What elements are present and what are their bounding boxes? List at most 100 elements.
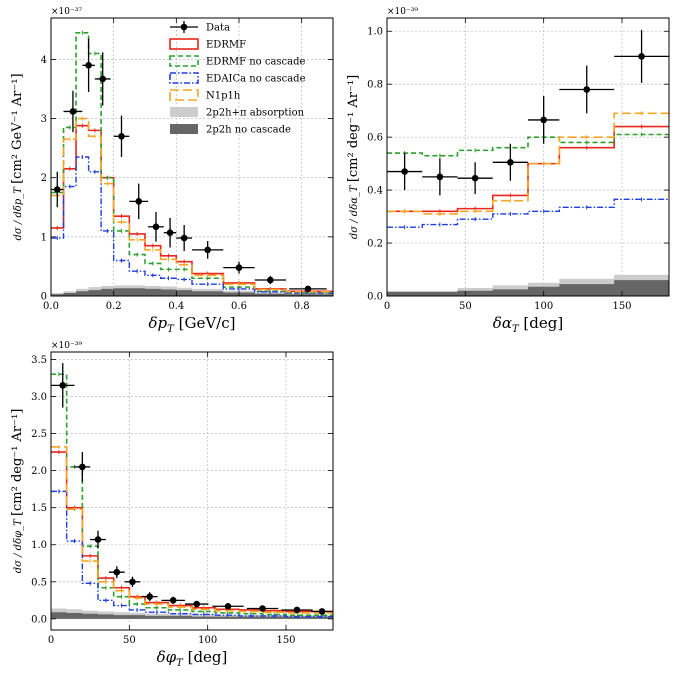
data-point [436, 173, 444, 181]
x-label-unit: [GeV/c] [174, 314, 236, 332]
x-tick-label: 50 [123, 635, 136, 646]
y-label-unit: [cm² deg⁻¹ Ar⁻¹] [10, 409, 25, 516]
legend-label: 2p2h no cascade [206, 125, 291, 136]
y-tick-label: 1.0 [31, 540, 47, 551]
data-point [267, 276, 274, 284]
series-n1p1h [51, 117, 333, 293]
y-tick-label: 1.0 [367, 27, 383, 38]
y-tick-label: 0.0 [367, 292, 383, 303]
x-label-sub: T [167, 324, 175, 335]
x-tick-label: 0 [48, 635, 54, 646]
data-point [85, 62, 92, 69]
panel-dphi: 0 50 100 150 0.0 0.5 1.0 1.5 2.0 2.5 3.0 3.5 ×10⁻³⁹ δ… [10, 341, 334, 669]
data-point [99, 75, 106, 83]
series-edrmf-no-cascade [51, 31, 333, 294]
legend-fill-swatch [170, 107, 198, 117]
y-tick-label: 3.5 [31, 355, 47, 366]
data-point [152, 223, 160, 231]
x-tick-label: 50 [459, 301, 472, 312]
data-point [471, 174, 479, 182]
y-tick-label: 4 [41, 55, 47, 66]
x-tick-label: 0.4 [168, 301, 184, 312]
series-edaica-no-cascade [387, 198, 669, 228]
y-label-frac: dσ / dδα_T [349, 182, 360, 239]
y-tick-label: 1.5 [31, 503, 47, 514]
x-label-main: δp [149, 314, 168, 332]
data-point [69, 108, 77, 115]
data-point [118, 132, 125, 140]
data-point [59, 382, 67, 389]
x-tick-label: 100 [534, 301, 553, 312]
axes-frame [50, 351, 334, 631]
data-point [129, 578, 136, 586]
data-point [94, 536, 102, 543]
y-tick-label: 3 [41, 114, 47, 125]
y-label-unit: [cm² deg⁻¹ Ar⁻¹] [346, 75, 361, 182]
x-tick-label: 0.8 [294, 301, 310, 312]
x-axis-label: δφT [deg] [157, 648, 228, 669]
x-label-sub: T [176, 658, 184, 669]
y-tick-label: 2 [41, 173, 47, 184]
series-n1p1h [51, 446, 333, 614]
axes-frame [386, 17, 670, 297]
y-label-frac: dσ / dδφ_T [13, 516, 24, 573]
x-axis-label: δpT [GeV/c] [149, 314, 236, 335]
y-tick-label: 0 [41, 292, 47, 303]
data-point [180, 234, 188, 242]
legend-label: Data [206, 23, 230, 34]
y-tick-label: 2.0 [31, 466, 47, 477]
data-point [259, 605, 266, 612]
y-tick-label: 0.8 [367, 80, 383, 91]
y-tick-label: 0.5 [31, 577, 47, 588]
series-edrmf [51, 451, 333, 613]
y-exponent: ×10⁻³⁹ [387, 7, 418, 17]
data-point [235, 264, 243, 271]
y-tick-label: 0.2 [367, 239, 383, 250]
series-edaica-no-cascade [51, 490, 333, 618]
legend-label: EDAICa no cascade [206, 74, 306, 85]
y-label-unit: [cm² GeV⁻¹ Ar⁻¹] [10, 73, 25, 183]
x-tick-label: 100 [198, 635, 217, 646]
x-tick-label: 0.0 [43, 301, 59, 312]
legend-label: 2p2h+π absorption [206, 108, 305, 119]
x-tick-label: 150 [612, 301, 631, 312]
y-tick-label: 2.5 [31, 429, 47, 440]
data-point [318, 608, 326, 615]
x-tick-label: 0.2 [106, 301, 122, 312]
data-point [540, 116, 547, 124]
y-axis-label: dσ / dδφ_T [cm² deg⁻¹ Ar⁻¹] [10, 409, 25, 574]
fill-2p2h-no-cascade [387, 280, 669, 296]
panel-dalpha: 0 50 100 150 0.0 0.2 0.4 0.6 0.8 1.0 ×10⁻³⁹ δαT [de… [346, 7, 670, 335]
x-label-main: δφ [157, 648, 177, 666]
data-point [193, 600, 200, 608]
data-point [507, 158, 514, 166]
x-tick-label: 0.6 [231, 301, 247, 312]
data-point [135, 198, 143, 205]
x-label-unit: [deg] [183, 648, 228, 666]
y-tick-label: 0.4 [367, 186, 383, 197]
y-axis-label: dσ / dδp_T [cm² GeV⁻¹ Ar⁻¹] [10, 73, 25, 240]
x-tick-label: 150 [276, 635, 295, 646]
data-point [166, 229, 174, 237]
legend-label: N1p1h [206, 91, 241, 102]
legend-data-marker [180, 23, 188, 31]
x-label-sub: T [512, 324, 520, 335]
legend: Data EDRMF EDRMF no cascade EDAICa no casca… [169, 21, 306, 136]
y-exponent: ×10⁻³⁷ [51, 7, 82, 17]
y-axis-label: dσ / dδα_T [cm² deg⁻¹ Ar⁻¹] [346, 75, 361, 239]
y-exponent: ×10⁻³⁹ [51, 341, 82, 351]
series-edrmf-no-cascade [51, 373, 333, 616]
data-point [583, 86, 591, 93]
y-label-frac: dσ / dδp_T [13, 184, 24, 241]
x-label-main: δα [493, 314, 512, 332]
panel-dpt: 0.0 0.2 0.4 0.6 0.8 0 1 2 3 4 ×10⁻³⁷ δpT [GeV/c] dσ … [10, 7, 334, 335]
data-point [224, 602, 232, 610]
legend-line-swatch [169, 38, 199, 50]
fill-2p2h-no-cascade [51, 612, 333, 619]
x-label-unit: [deg] [519, 314, 564, 332]
x-tick-label: 0 [384, 301, 390, 312]
legend-label: EDRMF [206, 40, 246, 51]
series-n1p1h [387, 112, 669, 215]
legend-line-swatch [169, 72, 199, 84]
